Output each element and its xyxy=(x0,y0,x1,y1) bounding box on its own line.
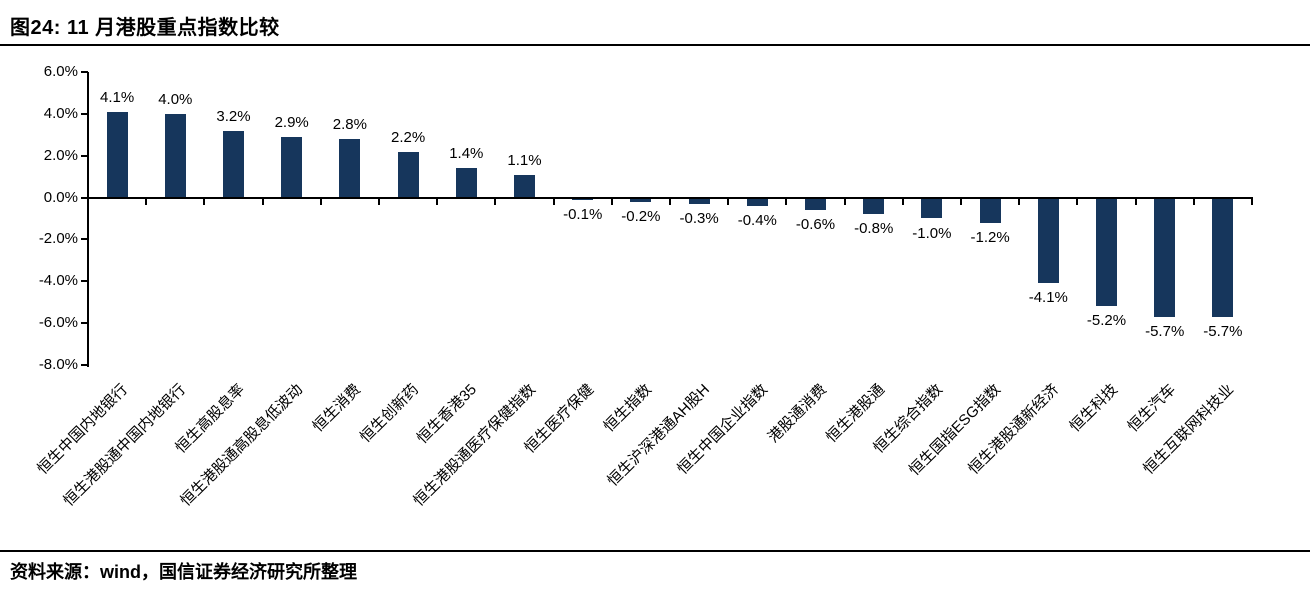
bar xyxy=(1096,197,1117,307)
bar-value-label: -0.4% xyxy=(737,211,777,229)
bar xyxy=(572,197,594,200)
x-axis-tick xyxy=(494,197,497,205)
bar-value-label: -0.2% xyxy=(621,207,661,225)
source-note: 资料来源：wind，国信证券经济研究所整理 xyxy=(10,562,357,582)
bar-value-label: 4.0% xyxy=(158,90,193,108)
y-axis-tick xyxy=(81,280,88,283)
x-axis-tick xyxy=(610,197,613,205)
y-axis-tick-label: -2.0% xyxy=(38,230,78,248)
x-axis-tick xyxy=(436,197,439,205)
bar-value-label: -5.7% xyxy=(1203,322,1243,340)
x-axis-tick xyxy=(261,197,264,205)
bar-value-label: -4.1% xyxy=(1028,289,1068,307)
y-axis-tick-label: 2.0% xyxy=(43,146,78,164)
bar xyxy=(1154,197,1176,317)
bar-value-label: -1.2% xyxy=(970,228,1010,246)
x-axis-tick xyxy=(1076,197,1079,205)
y-axis-tick-label: 4.0% xyxy=(43,104,78,122)
bar-value-label: -0.1% xyxy=(563,205,603,223)
bar xyxy=(223,130,244,198)
bar xyxy=(397,151,419,198)
y-axis-tick xyxy=(81,322,88,325)
y-axis-tick-label: -4.0% xyxy=(38,272,78,290)
figure-title: 图24: 11 月港股重点指数比较 xyxy=(10,17,280,39)
y-axis-tick xyxy=(81,238,88,241)
y-axis-tick xyxy=(81,71,88,73)
x-axis-tick xyxy=(785,197,788,205)
x-axis-tick xyxy=(1134,197,1137,205)
bar-value-label: 1.4% xyxy=(449,145,484,163)
bar xyxy=(281,136,303,198)
bar-value-label: -0.6% xyxy=(795,216,836,234)
x-axis-tick xyxy=(843,197,846,205)
x-axis-line xyxy=(87,196,1253,199)
x-axis-tick xyxy=(378,197,380,205)
bar-value-label: 2.8% xyxy=(332,115,367,133)
y-axis-tick-label: 0.0% xyxy=(43,188,78,206)
y-axis-tick-label: 6.0% xyxy=(43,63,78,80)
x-axis-tick xyxy=(901,197,904,205)
title-divider xyxy=(0,44,1310,46)
x-axis-tick xyxy=(727,197,730,205)
bar-value-label: -0.3% xyxy=(679,209,719,227)
bar xyxy=(863,197,885,215)
y-axis-line xyxy=(87,72,89,367)
bar xyxy=(979,197,1001,223)
y-axis-tick xyxy=(81,364,88,366)
x-axis-tick xyxy=(1018,197,1021,205)
x-axis-tick xyxy=(552,197,555,205)
bar xyxy=(339,138,361,198)
bar-value-label: 2.2% xyxy=(390,128,426,146)
bar xyxy=(514,174,535,198)
y-axis-tick xyxy=(81,154,88,157)
x-axis-tick xyxy=(145,197,148,205)
bar-value-label: -5.7% xyxy=(1145,322,1185,340)
bar-value-label: 2.9% xyxy=(274,113,309,131)
x-axis-tick xyxy=(203,197,206,205)
bar xyxy=(106,111,128,198)
bar xyxy=(630,197,652,202)
x-axis-tick xyxy=(1192,197,1195,205)
bar xyxy=(805,197,826,211)
bar-value-label: 3.2% xyxy=(216,107,251,125)
bar xyxy=(746,197,768,206)
bar xyxy=(455,168,477,198)
bar xyxy=(921,197,943,219)
footer-divider xyxy=(0,550,1310,552)
x-axis-tick xyxy=(1251,197,1253,205)
bar xyxy=(688,197,710,204)
x-axis-category-label: 恒生中国内地银行 xyxy=(34,381,132,478)
bar-value-label: 1.1% xyxy=(507,151,542,169)
bar-value-label: 4.1% xyxy=(99,88,135,106)
bar xyxy=(1037,197,1059,284)
y-axis-tick-label: -6.0% xyxy=(38,314,78,332)
y-axis-tick xyxy=(81,196,88,199)
x-axis-tick xyxy=(960,197,962,205)
bar xyxy=(164,113,186,198)
bar-value-label: -0.8% xyxy=(854,220,894,238)
y-axis-tick xyxy=(81,112,88,115)
x-axis-tick xyxy=(669,197,671,205)
bar xyxy=(1212,197,1234,317)
bar-value-label: -5.2% xyxy=(1086,312,1127,330)
y-axis-tick-label: -8.0% xyxy=(38,356,78,373)
x-axis-tick xyxy=(319,197,322,205)
bar-value-label: -1.0% xyxy=(912,224,952,242)
